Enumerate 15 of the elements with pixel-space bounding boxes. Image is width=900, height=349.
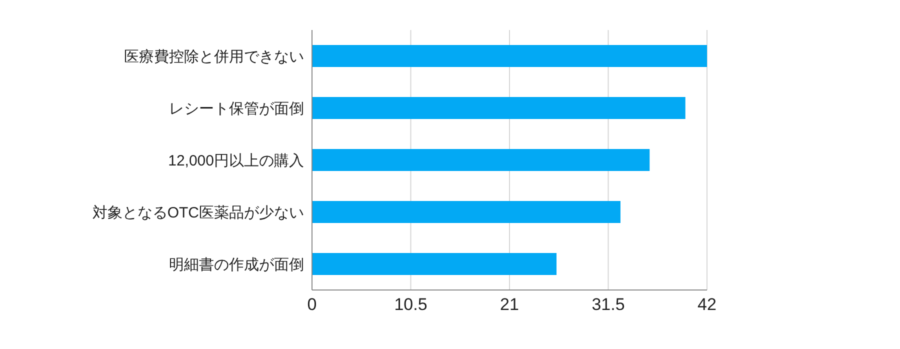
bar <box>312 97 686 119</box>
y-tick-label: レシート保管が面倒 <box>169 100 304 118</box>
bar <box>312 149 650 171</box>
y-tick-label: 医療費控除と併用できない <box>124 48 304 66</box>
x-tick-label: 31.5 <box>592 295 625 314</box>
y-tick-label: 12,000円以上の購入 <box>168 152 304 170</box>
y-tick-label: 明細書の作成が面倒 <box>169 256 304 274</box>
bar <box>312 253 557 275</box>
y-tick-label: 対象となるOTC医薬品が少ない <box>92 204 304 222</box>
x-tick-label: 0 <box>307 295 317 314</box>
bar <box>312 45 707 67</box>
x-tick-label: 10.5 <box>394 295 428 314</box>
x-tick-label: 21 <box>500 295 519 314</box>
x-tick-label: 42 <box>698 295 716 314</box>
bar <box>312 201 620 223</box>
